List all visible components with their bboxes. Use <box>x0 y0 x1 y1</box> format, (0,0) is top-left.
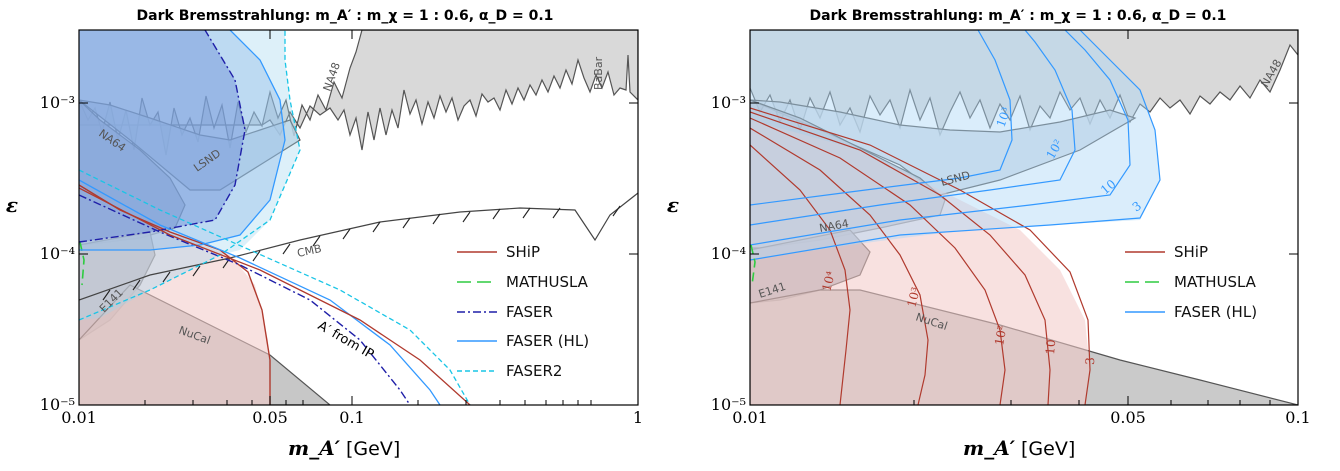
right-ytick-0: 10⁻³ <box>711 93 746 112</box>
left-faser-curve <box>79 30 246 243</box>
left-cmb-hatches <box>102 205 621 301</box>
left-legend: SHiP MATHUSLA FASER FASER (HL) FASER2 <box>457 243 589 380</box>
left-region-label-na48: NA48 <box>321 61 343 93</box>
left-xunit: [GeV] <box>346 438 400 460</box>
right-faser-contour-100 <box>750 30 1076 226</box>
right-region-label-na64: NA64 <box>818 217 850 235</box>
left-xtick-1: 0.05 <box>252 408 288 427</box>
left-ylabel: ε <box>6 193 18 217</box>
right-chart-title: Dark Bremsstrahlung: m_A′ : m_χ = 1 : 0.… <box>810 8 1227 24</box>
left-legend-label-ship: SHiP <box>506 243 540 261</box>
right-ship-clabel-1: 10³ <box>904 286 923 309</box>
right-region-ship <box>750 120 1090 405</box>
left-chart: Dark Bremsstrahlung: m_A′ : m_χ = 1 : 0.… <box>6 8 643 460</box>
left-plot-frame <box>78 29 639 406</box>
right-xunit: [GeV] <box>1021 438 1075 460</box>
left-mathusla-curve <box>79 241 85 286</box>
right-plot-frame <box>749 29 1299 406</box>
left-xtick-3: 1 <box>633 408 643 427</box>
left-legend-label-faser2: FASER2 <box>506 362 562 380</box>
right-faser-contours <box>750 30 1161 261</box>
left-region-faser-fill <box>79 30 245 242</box>
left-plot-area <box>79 30 638 405</box>
left-region-na48 <box>79 30 638 156</box>
right-ship-contours <box>750 107 1091 405</box>
left-chart-title: Dark Bremsstrahlung: m_A′ : m_χ = 1 : 0.… <box>137 8 554 24</box>
right-legend-label-mathusla: MATHUSLA <box>1174 273 1257 291</box>
right-xlabel: m_A′ <box>963 436 1016 460</box>
right-plot-area <box>750 30 1298 405</box>
right-xtick-2: 0.1 <box>1285 408 1310 427</box>
left-legend-label-faser: FASER <box>506 303 553 321</box>
right-ylabel: ε <box>667 193 679 217</box>
right-ship-contour-3 <box>750 107 1091 405</box>
right-faser-contour-1000 <box>750 30 1013 206</box>
right-ship-contour-10 <box>750 111 1051 405</box>
right-ship-contour-10000 <box>750 144 851 405</box>
right-ship-clabel-3: 10 <box>1043 339 1058 355</box>
right-legend-label-ship: SHiP <box>1174 243 1208 261</box>
right-legend-label-faserhl: FASER (HL) <box>1174 303 1257 321</box>
right-chart: Dark Bremsstrahlung: m_A′ : m_χ = 1 : 0.… <box>667 8 1311 460</box>
left-faserhl-tail <box>79 179 441 405</box>
right-ytick-1: 10⁻⁴ <box>711 244 746 263</box>
left-region-label-cmb: CMB <box>296 242 323 260</box>
left-xlabel: m_A′ <box>288 436 341 460</box>
left-xtick-2: 0.1 <box>339 408 364 427</box>
right-xtick-0: 0.01 <box>732 408 768 427</box>
right-region-faserhl-fill <box>750 30 1160 260</box>
left-region-label-babar: BaBar <box>592 56 605 90</box>
left-region-faser2-fill <box>79 30 300 320</box>
left-faser2-tail <box>79 169 471 405</box>
left-ytick-2: 10⁻⁵ <box>40 395 75 414</box>
left-region-lsnd <box>79 99 301 191</box>
left-faser2-curve <box>79 30 301 321</box>
right-faser-contour-3 <box>750 30 1161 261</box>
left-ship-tail <box>79 187 471 405</box>
left-faserhl-curve <box>79 30 286 251</box>
right-xtick-1: 0.05 <box>1110 408 1146 427</box>
right-ytick-2: 10⁻⁵ <box>711 395 746 414</box>
right-ticks <box>750 30 1298 405</box>
right-faser-clabel-0: 10³ <box>994 105 1014 129</box>
left-legend-label-faserhl: FASER (HL) <box>506 332 589 350</box>
right-ship-clabel-4: 3 <box>1083 357 1097 365</box>
right-legend: SHiP MATHUSLA FASER (HL) <box>1125 243 1257 321</box>
right-ship-contour-100 <box>750 117 1006 405</box>
right-ship-contour-1000 <box>750 127 929 405</box>
left-ytick-1: 10⁻⁴ <box>40 244 75 263</box>
left-region-ship <box>79 185 270 405</box>
right-ship-clabel-2: 10² <box>992 324 1009 346</box>
right-ship-clabel-0: 10⁴ <box>819 270 838 293</box>
left-ticks <box>79 30 638 405</box>
left-legend-label-mathusla: MATHUSLA <box>506 273 589 291</box>
left-ytick-0: 10⁻³ <box>40 93 75 112</box>
right-mathusla-curve <box>750 244 756 286</box>
right-faser-contour-10 <box>750 30 1131 246</box>
left-xtick-0: 0.01 <box>61 408 97 427</box>
